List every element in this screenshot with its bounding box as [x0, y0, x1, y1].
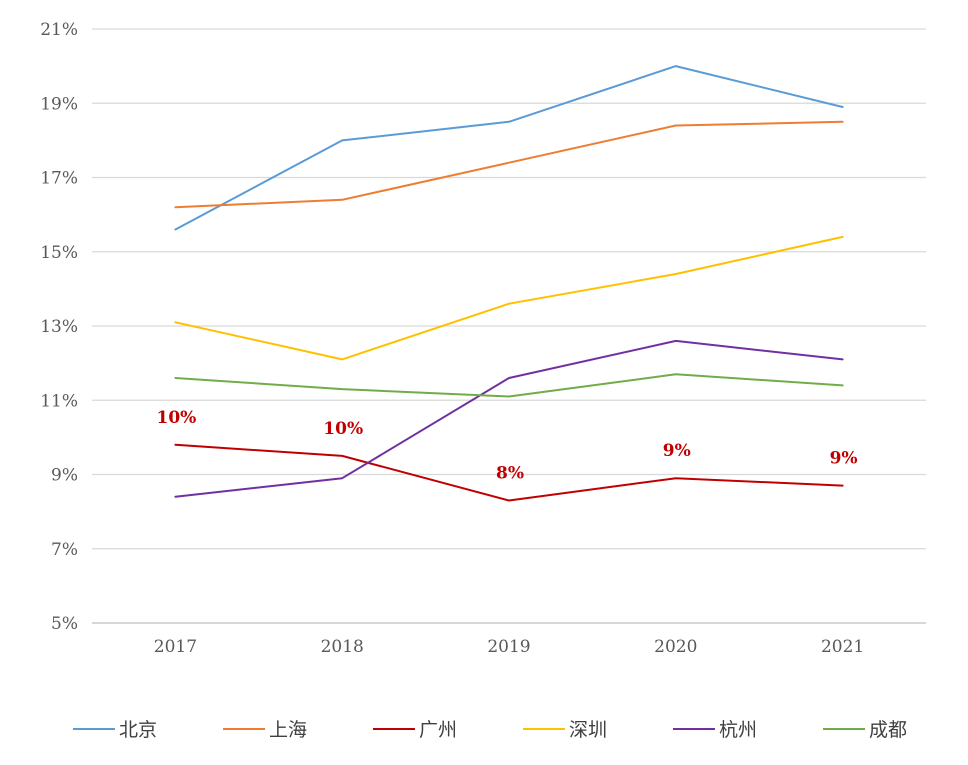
data-label: 9%	[663, 441, 691, 461]
x-tick-label: 2020	[654, 637, 697, 657]
y-tick-label: 17%	[40, 169, 78, 189]
series-line-4	[174, 339, 844, 498]
x-tick-label: 2018	[321, 637, 364, 657]
y-tick-label: 11%	[40, 391, 78, 411]
legend-label: 广州	[419, 719, 457, 741]
legend-label: 杭州	[719, 719, 757, 741]
x-tick-label: 2017	[154, 637, 197, 657]
series-lines	[174, 65, 844, 502]
y-axis-ticks: 5% 7% 9% 11% 13% 15% 17% 19% 21%	[40, 20, 78, 634]
data-label: 9%	[830, 449, 858, 469]
legend-label: 上海	[269, 719, 307, 741]
y-tick-label: 13%	[40, 317, 78, 337]
legend-label: 深圳	[569, 719, 607, 741]
gridlines	[92, 28, 926, 624]
y-tick-label: 15%	[40, 243, 78, 263]
series-line-3	[174, 235, 844, 361]
x-tick-label: 2021	[821, 637, 864, 657]
y-tick-label: 5%	[51, 614, 78, 634]
data-label: 8%	[496, 463, 524, 483]
data-labels: 10% 10% 8% 9% 9%	[156, 408, 857, 484]
series-line-0	[174, 65, 844, 231]
y-tick-label: 9%	[51, 466, 78, 486]
y-tick-label: 21%	[40, 20, 78, 40]
x-tick-label: 2019	[487, 637, 530, 657]
legend-label: 北京	[119, 719, 157, 741]
y-tick-label: 19%	[40, 94, 78, 114]
data-label: 10%	[323, 419, 363, 439]
x-axis-ticks: 2017 2018 2019 2020 2021	[154, 637, 864, 657]
series-line-1	[174, 120, 844, 209]
series-line-2	[174, 443, 844, 502]
legend-label: 成都	[869, 719, 907, 741]
data-label: 10%	[156, 408, 196, 428]
legend: 北京 上海 广州 深圳 杭州 成都	[73, 719, 907, 741]
series-line-5	[174, 373, 844, 398]
y-tick-label: 7%	[51, 540, 78, 560]
